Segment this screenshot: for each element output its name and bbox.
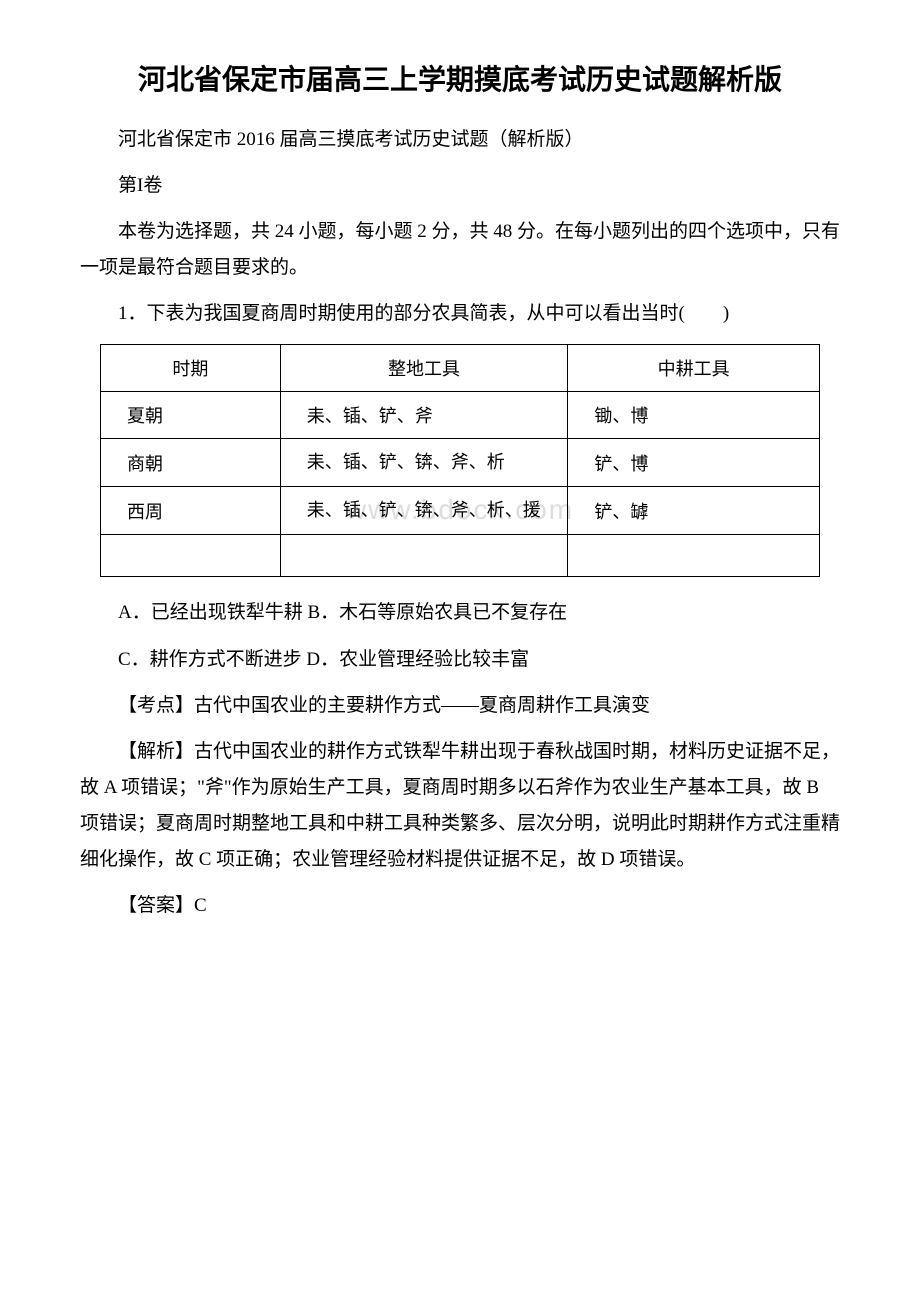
tools-table-wrap: www.bdocx.com 时期 整地工具 中耕工具 夏朝 耒、锸、铲、斧 锄、… (100, 344, 820, 577)
options-line-1: A．已经出现铁犁牛耕 B．木石等原始农具已不复存在 (80, 595, 840, 631)
kaodian: 【考点】古代中国农业的主要耕作方式——夏商周耕作工具演变 (80, 688, 840, 724)
cell-text: 耒、锸、铲、锛、斧、析、援 (307, 497, 562, 524)
cell-empty (101, 535, 281, 577)
jiexi: 【解析】古代中国农业的耕作方式铁犁牛耕出现于春秋战国时期，材料历史证据不足，故 … (80, 734, 840, 878)
cell-empty (568, 535, 820, 577)
table-header-row: 时期 整地工具 中耕工具 (101, 345, 820, 392)
question-stem: 1．下表为我国夏商周时期使用的部分农具简表，从中可以看出当时( ) (80, 296, 840, 332)
cell-prep: 耒、锸、铲、锛、斧、析 (280, 439, 568, 487)
tools-table: 时期 整地工具 中耕工具 夏朝 耒、锸、铲、斧 锄、博 商朝 耒、锸、铲、锛、斧… (100, 344, 820, 577)
page-title: 河北省保定市届高三上学期摸底考试历史试题解析版 (80, 60, 840, 102)
cell-cultivate: 锄、博 (568, 392, 820, 439)
table-row (101, 535, 820, 577)
th-cultivate-tools: 中耕工具 (568, 345, 820, 392)
cell-period: 夏朝 (101, 392, 281, 439)
cell-prep: 耒、锸、铲、锛、斧、析、援 (280, 487, 568, 535)
cell-text: 耒、锸、铲、锛、斧、析 (307, 449, 562, 476)
cell-empty (280, 535, 568, 577)
options-line-2: C．耕作方式不断进步 D．农业管理经验比较丰富 (80, 642, 840, 678)
th-period: 时期 (101, 345, 281, 392)
th-prep-tools: 整地工具 (280, 345, 568, 392)
section-label: 第I卷 (80, 168, 840, 204)
cell-cultivate: 铲、罅 (568, 487, 820, 535)
cell-prep: 耒、锸、铲、斧 (280, 392, 568, 439)
table-row: 夏朝 耒、锸、铲、斧 锄、博 (101, 392, 820, 439)
table-row: 西周 耒、锸、铲、锛、斧、析、援 铲、罅 (101, 487, 820, 535)
daan: 【答案】C (80, 888, 840, 924)
cell-period: 西周 (101, 487, 281, 535)
cell-cultivate: 铲、博 (568, 439, 820, 487)
subtitle: 河北省保定市 2016 届高三摸底考试历史试题（解析版） (80, 122, 840, 158)
table-row: 商朝 耒、锸、铲、锛、斧、析 铲、博 (101, 439, 820, 487)
cell-period: 商朝 (101, 439, 281, 487)
instructions: 本卷为选择题，共 24 小题，每小题 2 分，共 48 分。在每小题列出的四个选… (80, 214, 840, 286)
